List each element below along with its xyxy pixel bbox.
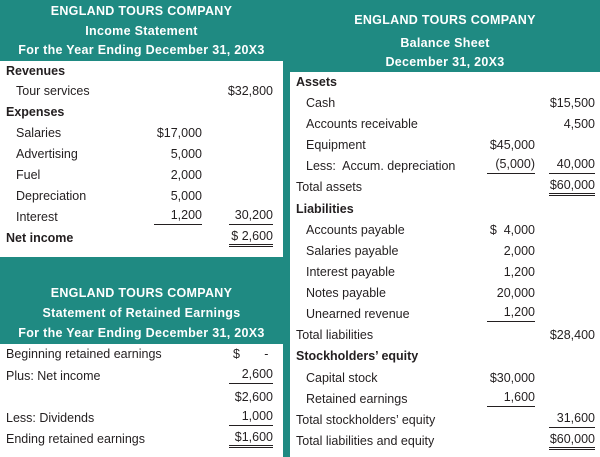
tour-services-value: $32,800 [227, 84, 273, 98]
liability-value: 2,000 [503, 244, 535, 258]
net-income-label: Net income [6, 231, 74, 245]
expense-label: Fuel [16, 168, 41, 182]
balance-sheet: ENGLAND TOURS COMPANY Balance Sheet Dece… [290, 0, 600, 457]
re-row-label: Beginning retained earnings [6, 347, 162, 361]
divider-horizontal [0, 257, 283, 282]
liability-value: 1,200 [487, 304, 535, 322]
total-liabilities-equity-label: Total liabilities and equity [296, 434, 435, 448]
total-assets-value: $60,000 [549, 177, 595, 196]
re-row-label: Less: Dividends [6, 411, 95, 425]
re-row-value: 1,000 [229, 408, 273, 426]
capital-stock-value: $30,000 [489, 371, 535, 385]
ar-label: Accounts receivable [306, 117, 418, 131]
accum-depreciation-value: (5,000) [487, 156, 535, 174]
liabilities-heading: Liabilities [296, 202, 354, 216]
liability-label: Salaries payable [306, 244, 399, 258]
expense-value: $17,000 [156, 126, 202, 140]
expense-label: Interest [16, 210, 58, 224]
expense-value: 5,000 [170, 147, 202, 161]
company-name: ENGLAND TOURS COMPANY [50, 4, 233, 18]
capital-stock-label: Capital stock [306, 371, 378, 385]
company-name: ENGLAND TOURS COMPANY [50, 286, 233, 300]
company-name: ENGLAND TOURS COMPANY [354, 13, 536, 27]
statement-period: For the Year Ending December 31, 20X3 [18, 43, 265, 57]
retained-earnings-value: 1,600 [487, 389, 535, 407]
expense-value: 5,000 [170, 189, 202, 203]
expense-label: Advertising [16, 147, 78, 161]
liability-label: Interest payable [306, 265, 395, 279]
statement-title: Income Statement [85, 24, 198, 38]
revenues-heading: Revenues [6, 64, 66, 78]
re-row-value: 2,600 [229, 366, 273, 384]
cash-label: Cash [306, 96, 336, 110]
re-row-label: Ending retained earnings [6, 432, 145, 446]
accum-depreciation-label: Less: Accum. depreciation [306, 159, 456, 173]
liability-label: Notes payable [306, 286, 386, 300]
retained-earnings-statement: ENGLAND TOURS COMPANY Statement of Retai… [0, 282, 283, 457]
tour-services-label: Tour services [16, 84, 90, 98]
statement-period: For the Year Ending December 31, 20X3 [18, 326, 265, 340]
balance-sheet-header: ENGLAND TOURS COMPANY Balance Sheet Dece… [290, 0, 600, 72]
re-row-value: $2,600 [234, 390, 273, 404]
income-statement: ENGLAND TOURS COMPANY Income Statement F… [0, 0, 283, 257]
net-income-value: $ 2,600 [229, 228, 273, 247]
retained-earnings-header: ENGLAND TOURS COMPANY Statement of Retai… [0, 282, 283, 344]
cash-value: $15,500 [549, 96, 595, 110]
expense-value: 2,000 [170, 168, 202, 182]
total-equity-value: 31,600 [549, 410, 595, 428]
expense-label: Salaries [16, 126, 62, 140]
equipment-label: Equipment [306, 138, 366, 152]
total-liabilities-equity-value: $60,000 [549, 431, 595, 450]
statement-title: Statement of Retained Earnings [42, 306, 241, 320]
ar-value: 4,500 [563, 117, 595, 131]
total-equity-label: Total stockholders’ equity [296, 413, 436, 427]
re-row-value: $ - [233, 347, 269, 361]
liability-value: 1,200 [503, 265, 535, 279]
income-statement-header: ENGLAND TOURS COMPANY Income Statement F… [0, 0, 283, 61]
total-assets-label: Total assets [296, 180, 363, 194]
liability-label: Accounts payable [306, 223, 405, 237]
liability-value: 20,000 [496, 286, 535, 300]
liability-label: Unearned revenue [306, 307, 410, 321]
assets-heading: Assets [296, 75, 337, 89]
liability-value: $ 4,000 [489, 223, 535, 237]
net-equipment-value: 40,000 [549, 156, 595, 174]
equity-heading: Stockholders’ equity [296, 349, 419, 363]
divider-vertical [283, 0, 290, 457]
expense-value: 1,200 [154, 207, 202, 225]
retained-earnings-label: Retained earnings [306, 392, 408, 406]
re-row-value: $1,600 [229, 429, 273, 448]
total-liabilities-label: Total liabilities [296, 328, 374, 342]
re-row-label: Plus: Net income [6, 369, 101, 383]
equipment-value: $45,000 [489, 138, 535, 152]
total-liabilities-value: $28,400 [549, 328, 595, 342]
statement-title: Balance Sheet [400, 36, 490, 50]
expenses-heading: Expenses [6, 105, 65, 119]
total-expenses-value: 30,200 [229, 207, 273, 225]
statement-period: December 31, 20X3 [385, 55, 505, 69]
expense-label: Depreciation [16, 189, 87, 203]
